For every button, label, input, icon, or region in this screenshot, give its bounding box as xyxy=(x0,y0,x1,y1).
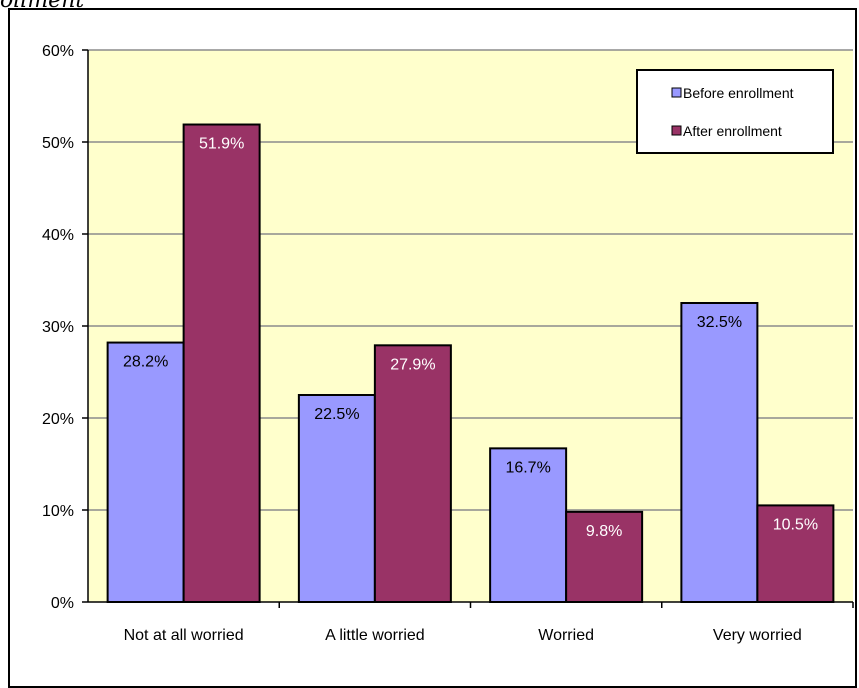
bars xyxy=(106,123,835,604)
bar xyxy=(565,510,644,603)
data-label: 28.2% xyxy=(123,354,168,371)
legend-swatch xyxy=(671,125,682,136)
y-axis-ticks: 0% 10% 20% 30% 40% 50% 60% xyxy=(42,43,88,612)
y-tick-label: 40% xyxy=(42,227,74,244)
bar xyxy=(680,302,759,603)
bar-chart: 0% 10% 20% 30% 40% 50% 60% 28.2% 51.9% 22.5% 27.9… xyxy=(42,43,854,644)
legend-swatch xyxy=(671,87,682,98)
y-tick-label: 60% xyxy=(42,43,74,60)
x-tick-label: A little worried xyxy=(325,627,425,644)
data-label: 51.9% xyxy=(199,136,244,153)
y-tick-label: 30% xyxy=(42,319,74,336)
data-label: 32.5% xyxy=(697,314,742,331)
x-tick-label: Not at all worried xyxy=(124,627,244,644)
bar xyxy=(182,123,261,604)
data-label: 16.7% xyxy=(505,459,550,476)
y-tick-label: 50% xyxy=(42,135,74,152)
bar xyxy=(373,344,452,603)
x-axis-labels: Not at all worried A little worried Worrie… xyxy=(124,602,854,644)
bar xyxy=(106,341,185,603)
data-label: 9.8% xyxy=(586,523,622,540)
data-label: 22.5% xyxy=(314,406,359,423)
y-tick-label: 20% xyxy=(42,411,74,428)
data-label: 10.5% xyxy=(773,516,818,533)
bar xyxy=(489,447,568,603)
legend: Before enrollment After enrollment xyxy=(636,69,834,154)
legend-label: After enrollment xyxy=(683,123,782,139)
y-tick-label: 10% xyxy=(42,503,74,520)
data-labels: 28.2% 51.9% 22.5% 27.9% 16.7% 9.8% 32.5% 10.5% xyxy=(123,136,818,540)
x-tick-label: Worried xyxy=(538,627,594,644)
bar xyxy=(756,504,835,603)
legend-label: Before enrollment xyxy=(683,85,794,101)
data-label: 27.9% xyxy=(390,356,435,373)
x-tick-label: Very worried xyxy=(713,627,802,644)
legend-box xyxy=(636,69,834,154)
y-tick-label: 0% xyxy=(51,595,74,612)
bar xyxy=(297,394,376,603)
